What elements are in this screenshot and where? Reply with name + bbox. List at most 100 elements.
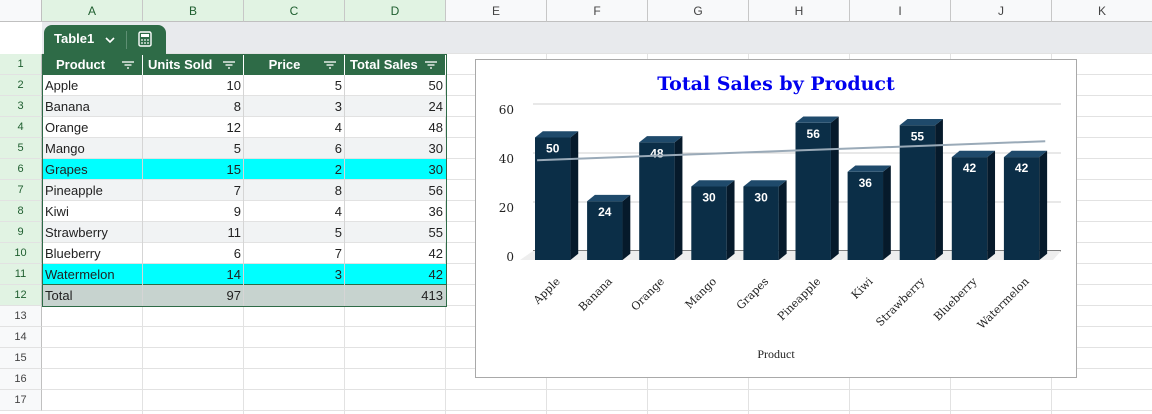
grid-line <box>42 410 1152 411</box>
column-header-j[interactable]: J <box>951 0 1052 22</box>
header-price[interactable]: Price <box>244 54 345 75</box>
x-tick-label: Orange <box>629 275 668 314</box>
total-cell[interactable]: Total <box>42 284 143 306</box>
table-cell[interactable]: 2 <box>244 159 345 179</box>
table-calculator-icon[interactable] <box>136 30 154 48</box>
data-label: 30 <box>702 191 716 205</box>
table-cell[interactable]: 3 <box>244 264 345 284</box>
row-header-1[interactable]: 1 <box>0 54 42 75</box>
table-cell[interactable]: Grapes <box>42 159 143 179</box>
table-cell[interactable]: 8 <box>244 180 345 200</box>
bar-top <box>639 136 683 143</box>
table-cell[interactable]: 5 <box>244 222 345 242</box>
row-header-10[interactable]: 10 <box>0 243 42 264</box>
bar-side <box>830 116 839 260</box>
table-cell[interactable]: 5 <box>334 77 342 93</box>
column-header-g[interactable]: G <box>648 0 749 22</box>
table-cell[interactable]: 11 <box>143 222 244 242</box>
table-cell[interactable]: 36 <box>428 203 443 219</box>
data-label: 42 <box>1015 161 1029 175</box>
column-header-f[interactable]: F <box>547 0 648 22</box>
filter-icon[interactable] <box>223 61 235 69</box>
row-header-17[interactable]: 17 <box>0 390 42 411</box>
table-cell[interactable]: Apple <box>45 77 79 93</box>
column-header-a[interactable]: A <box>42 0 143 22</box>
tab-separator <box>126 31 127 49</box>
table-cell[interactable]: 6 <box>233 245 241 261</box>
row-header-8[interactable]: 8 <box>0 201 42 222</box>
table-cell[interactable]: 30 <box>345 138 446 158</box>
table-name-tab[interactable]: Table1 <box>44 25 166 54</box>
row-header-6[interactable]: 6 <box>0 159 42 180</box>
header-product[interactable]: Product <box>42 54 143 75</box>
table-cell[interactable]: 42 <box>345 264 446 284</box>
table-cell[interactable]: 14 <box>143 264 244 284</box>
total-cell[interactable] <box>244 284 345 306</box>
total-cell[interactable]: 413 <box>345 284 446 306</box>
row-header-7[interactable]: 7 <box>0 180 42 201</box>
table-cell[interactable]: 3 <box>244 96 345 116</box>
table-cell[interactable]: 7 <box>143 180 244 200</box>
table-cell[interactable]: Mango <box>42 138 143 158</box>
row-header-11[interactable]: 11 <box>0 264 42 285</box>
table-cell[interactable]: 55 <box>345 222 446 242</box>
column-header-i[interactable]: I <box>850 0 951 22</box>
table-cell[interactable]: 15 <box>143 159 244 179</box>
column-header-c[interactable]: C <box>244 0 345 22</box>
column-header-d[interactable]: D <box>345 0 446 22</box>
table-cell[interactable]: 48 <box>428 119 443 135</box>
row-header-12[interactable]: 12 <box>0 285 42 306</box>
table-cell[interactable]: 30 <box>345 159 446 179</box>
table-cell[interactable]: Watermelon <box>42 264 143 284</box>
row-header-15[interactable]: 15 <box>0 348 42 369</box>
table-cell[interactable]: 10 <box>226 77 241 93</box>
table-cell[interactable]: Strawberry <box>42 222 143 242</box>
table-cell[interactable]: 9 <box>233 203 241 219</box>
bar-side <box>1039 150 1048 260</box>
bar-side <box>726 180 735 260</box>
grid-line <box>42 389 1152 390</box>
column-header-b[interactable]: B <box>143 0 244 22</box>
table-cell[interactable]: 50 <box>428 77 443 93</box>
row-header-5[interactable]: 5 <box>0 138 42 159</box>
table-cell[interactable]: 12 <box>226 119 241 135</box>
table-cell[interactable]: Orange <box>45 119 89 135</box>
row-header-16[interactable]: 16 <box>0 369 42 390</box>
column-header-h[interactable]: H <box>749 0 850 22</box>
filter-icon[interactable] <box>425 61 437 69</box>
table-cell[interactable]: Pineapple <box>42 180 143 200</box>
row-header-9[interactable]: 9 <box>0 222 42 243</box>
filter-icon[interactable] <box>122 61 134 69</box>
x-tick-label: Banana <box>576 275 615 314</box>
header-units-sold[interactable]: Units Sold <box>143 54 244 75</box>
table-cell[interactable]: 56 <box>345 180 446 200</box>
table-cell[interactable]: Kiwi <box>45 203 69 219</box>
column-header-k[interactable]: K <box>1052 0 1152 22</box>
table-cell[interactable]: 4 <box>334 119 342 135</box>
table-cell[interactable]: 5 <box>143 138 244 158</box>
data-label: 55 <box>911 129 925 143</box>
bar-side <box>935 118 943 260</box>
table-cell[interactable]: 4 <box>334 203 342 219</box>
table-cell[interactable]: 7 <box>334 245 342 261</box>
row-header-3[interactable]: 3 <box>0 96 42 117</box>
chart[interactable]: Total Sales by Product 0 20 40 60 50 Apple 24 B… <box>475 59 1077 378</box>
select-all-corner[interactable] <box>0 0 42 22</box>
table-cell[interactable]: Banana <box>42 96 143 116</box>
table-cell[interactable]: 8 <box>143 96 244 116</box>
chevron-down-icon[interactable] <box>104 34 116 46</box>
filter-icon[interactable] <box>324 61 336 69</box>
header-total-sales[interactable]: Total Sales <box>345 54 446 75</box>
row-header-13[interactable]: 13 <box>0 306 42 327</box>
table-cell[interactable]: 24 <box>345 96 446 116</box>
table-cell[interactable]: 42 <box>428 245 443 261</box>
column-header-e[interactable]: E <box>446 0 547 22</box>
row-header-14[interactable]: 14 <box>0 327 42 348</box>
total-cell[interactable]: 97 <box>143 284 244 306</box>
row-header-2[interactable]: 2 <box>0 75 42 96</box>
x-tick-label: Watermelon <box>975 275 1032 332</box>
row-header-4[interactable]: 4 <box>0 117 42 138</box>
table-cell[interactable]: 6 <box>244 138 345 158</box>
data-label: 36 <box>859 176 873 190</box>
table-cell[interactable]: Blueberry <box>45 245 101 261</box>
